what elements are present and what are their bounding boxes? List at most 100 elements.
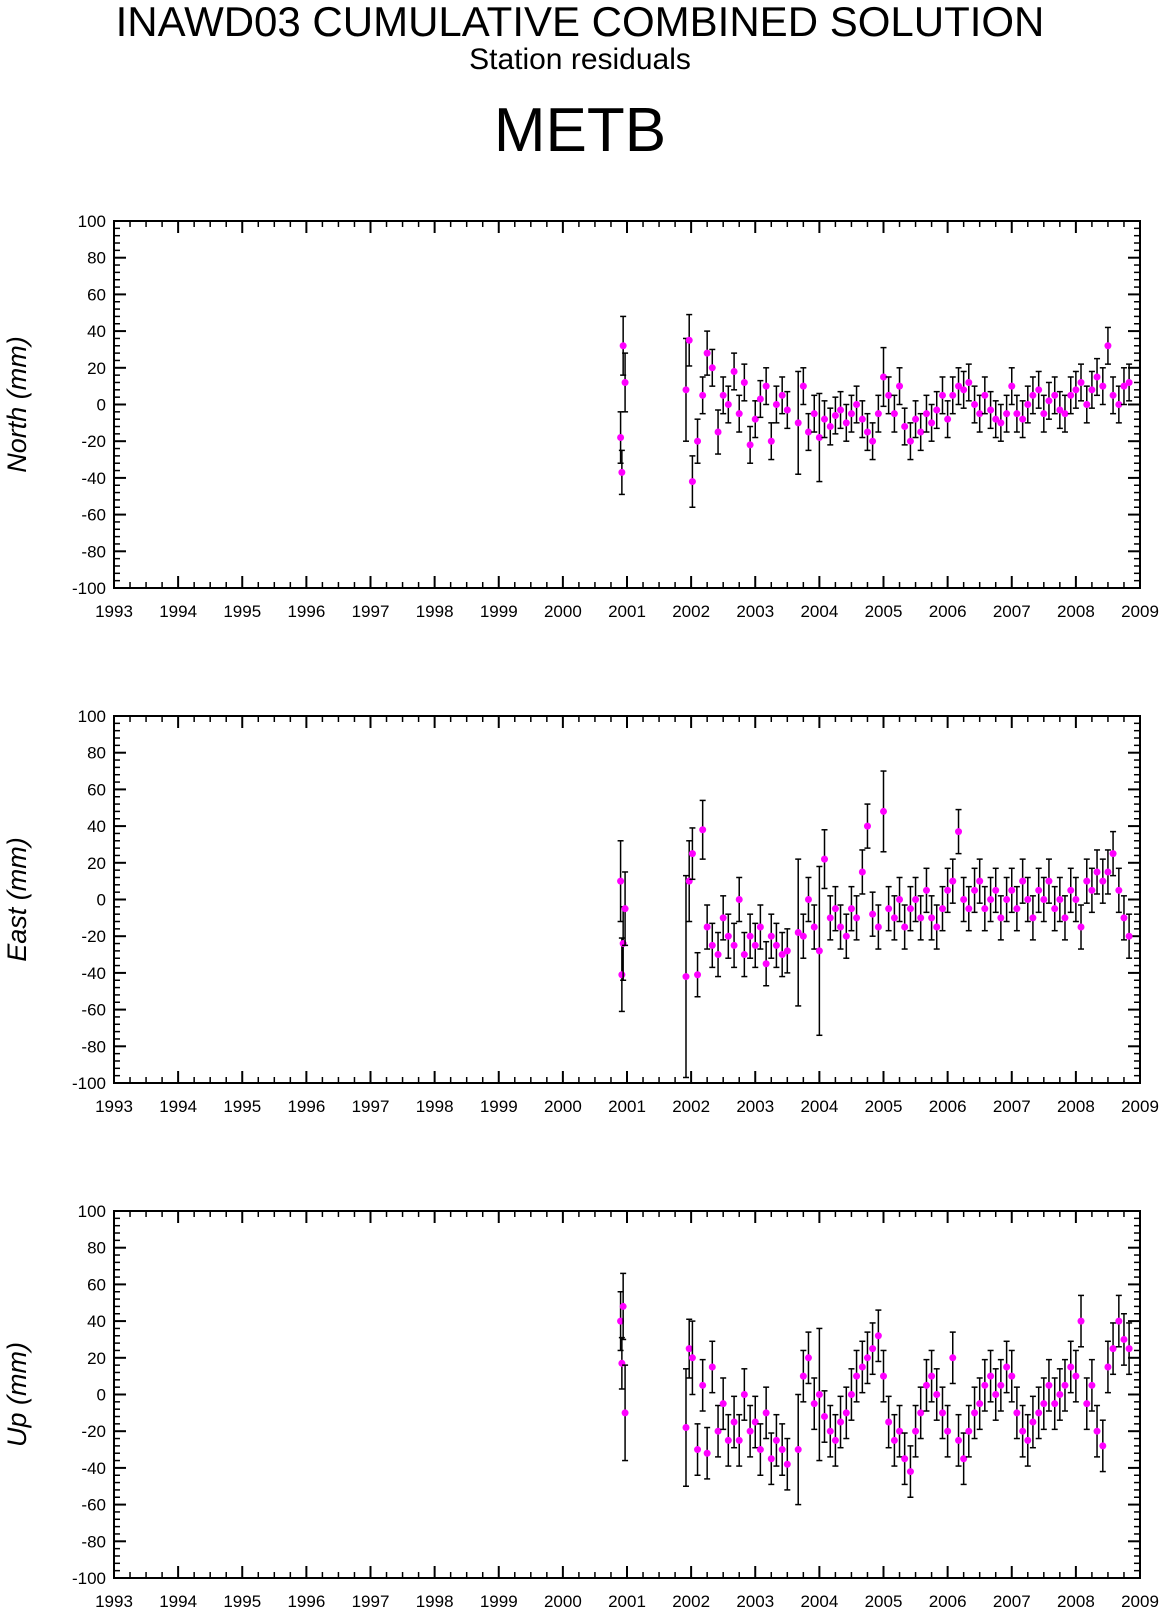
- data-point: [842, 419, 850, 427]
- data-point: [912, 1427, 920, 1435]
- data-point: [794, 419, 802, 427]
- data-point: [1099, 1442, 1107, 1450]
- data-point: [799, 382, 807, 390]
- x-tick-label: 2009: [1121, 1592, 1159, 1611]
- data-point: [831, 1436, 839, 1444]
- y-tick-label: -40: [81, 964, 106, 983]
- data-point: [971, 1409, 979, 1417]
- data-point: [746, 932, 754, 940]
- data-point: [1035, 886, 1043, 894]
- data-point: [778, 951, 786, 959]
- data-point: [955, 382, 963, 390]
- data-point: [831, 905, 839, 913]
- north-panel: 1993 1994 1995 1996 1997 1998 1999 2000 2001 2002…: [2, 212, 1159, 621]
- data-point: [965, 1427, 973, 1435]
- data-point: [992, 886, 1000, 894]
- data-point: [1077, 378, 1085, 386]
- x-tick-label: 2001: [608, 602, 646, 621]
- data-point: [1125, 1345, 1133, 1353]
- data-point: [617, 434, 625, 442]
- x-tick-label: 1997: [352, 1592, 390, 1611]
- data-point: [772, 1436, 780, 1444]
- data-point: [955, 1436, 963, 1444]
- data-point: [621, 378, 629, 386]
- x-tick-label: 1994: [159, 1097, 197, 1116]
- y-tick-label: 100: [78, 707, 106, 726]
- data-point: [1120, 1335, 1128, 1343]
- y-tick-label: 60: [87, 285, 106, 304]
- x-tick-label: 1996: [287, 1592, 325, 1611]
- data-point: [1008, 382, 1016, 390]
- data-point: [912, 896, 920, 903]
- data-point: [938, 905, 946, 913]
- data-point: [1109, 850, 1117, 858]
- data-point: [1072, 896, 1080, 903]
- data-point: [1088, 1381, 1096, 1389]
- data-point: [981, 905, 989, 913]
- data-point: [685, 336, 693, 344]
- data-point: [751, 941, 759, 949]
- data-point: [767, 437, 775, 445]
- x-tick-label: 2000: [544, 602, 582, 621]
- y-tick-label: -100: [72, 1569, 106, 1588]
- chart-subtitle: Station residuals: [469, 43, 691, 76]
- y-axis-title: Up (mm): [2, 1342, 32, 1447]
- data-point: [1013, 905, 1021, 913]
- y-tick-label: 80: [87, 744, 106, 763]
- data-point: [1003, 410, 1011, 418]
- data-point: [955, 828, 963, 836]
- y-tick-label: 0: [97, 1386, 106, 1405]
- data-point: [804, 428, 812, 436]
- data-point: [847, 905, 855, 913]
- data-point: [1035, 386, 1043, 394]
- x-tick-label: 2009: [1121, 602, 1159, 621]
- data-point: [971, 886, 979, 894]
- y-tick-label: 0: [97, 891, 106, 910]
- y-tick-label: 80: [87, 249, 106, 268]
- data-point: [708, 364, 716, 372]
- data-point: [699, 1381, 707, 1389]
- data-point: [767, 1455, 775, 1463]
- y-tick-label: -60: [81, 506, 106, 525]
- y-tick-label: 20: [87, 359, 106, 378]
- x-tick-label: 1998: [416, 1592, 454, 1611]
- data-point: [853, 914, 861, 922]
- data-point: [874, 923, 882, 931]
- data-point: [730, 941, 738, 949]
- data-point: [896, 1427, 904, 1435]
- y-tick-label: -80: [81, 542, 106, 561]
- data-point: [949, 877, 957, 885]
- data-point: [922, 410, 930, 418]
- data-point: [987, 1372, 995, 1380]
- y-tick-label: 0: [97, 396, 106, 415]
- data-point: [724, 1436, 732, 1444]
- x-tick-label: 2005: [865, 602, 903, 621]
- data-point: [699, 826, 707, 834]
- data-point: [826, 914, 834, 922]
- data-point: [1125, 378, 1133, 386]
- x-tick-label: 2008: [1057, 602, 1095, 621]
- data-point: [794, 929, 802, 937]
- data-point: [1040, 1400, 1048, 1408]
- x-tick-label: 2003: [736, 602, 774, 621]
- data-point: [617, 877, 625, 885]
- data-point: [1051, 391, 1059, 399]
- data-point: [1104, 1363, 1112, 1371]
- data-point: [714, 951, 722, 959]
- x-tick-label: 1996: [287, 602, 325, 621]
- x-tick-label: 2003: [736, 1592, 774, 1611]
- x-tick-label: 2004: [800, 602, 838, 621]
- y-tick-label: 20: [87, 1349, 106, 1368]
- data-point: [724, 401, 732, 408]
- data-point: [981, 1381, 989, 1389]
- x-tick-label: 1997: [352, 1097, 390, 1116]
- data-point: [944, 415, 952, 423]
- y-tick-label: 40: [87, 322, 106, 341]
- x-tick-label: 2005: [865, 1097, 903, 1116]
- data-point: [863, 822, 871, 830]
- data-point: [1115, 401, 1123, 408]
- x-tick-label: 2006: [929, 602, 967, 621]
- data-point: [1040, 896, 1048, 903]
- data-point: [938, 1409, 946, 1417]
- data-point: [751, 415, 759, 423]
